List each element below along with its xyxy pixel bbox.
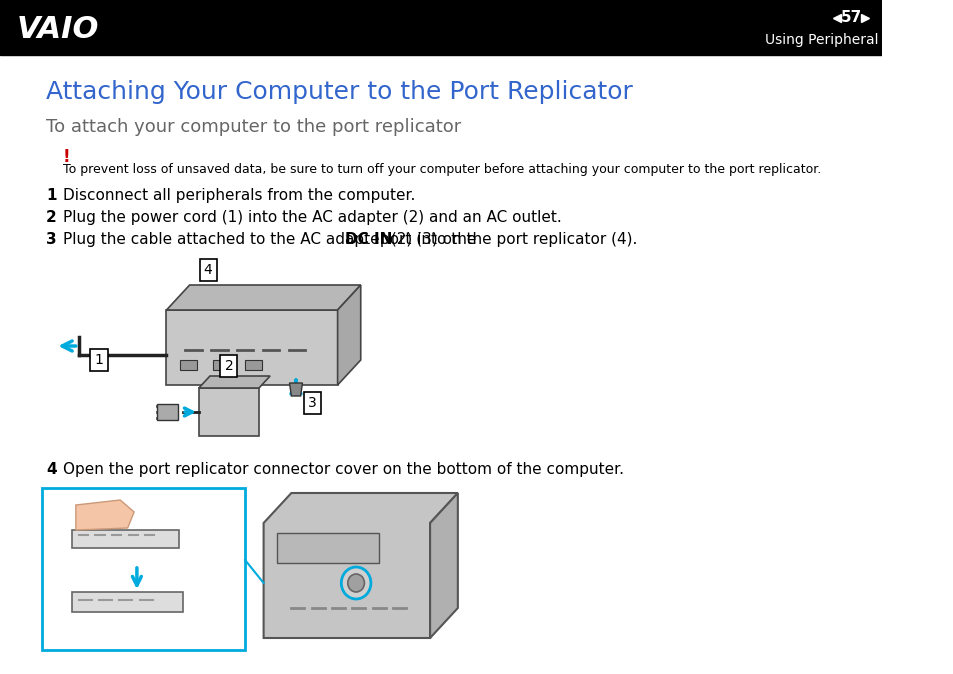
Text: Disconnect all peripherals from the computer.: Disconnect all peripherals from the comp…: [63, 188, 415, 203]
Circle shape: [348, 574, 364, 592]
Polygon shape: [76, 500, 134, 530]
Bar: [0, 0, 882, 55]
Text: 3: 3: [308, 396, 316, 410]
Polygon shape: [263, 493, 457, 638]
Text: 1: 1: [94, 353, 103, 367]
Text: !: !: [63, 148, 71, 166]
Bar: [42, 488, 245, 650]
Text: 2: 2: [46, 210, 57, 225]
Bar: [277, 533, 379, 563]
Text: 4: 4: [204, 263, 213, 277]
Bar: [198, 388, 258, 436]
Bar: [245, 360, 261, 370]
Text: Open the port replicator connector cover on the bottom of the computer.: Open the port replicator connector cover…: [63, 462, 623, 477]
Text: Attaching Your Computer to the Port Replicator: Attaching Your Computer to the Port Repl…: [46, 80, 633, 104]
Text: DC IN: DC IN: [345, 232, 393, 247]
Text: 2: 2: [224, 359, 233, 373]
Text: 3: 3: [46, 232, 57, 247]
Polygon shape: [337, 285, 360, 385]
Polygon shape: [430, 493, 457, 638]
Bar: [72, 530, 178, 548]
Bar: [213, 360, 229, 370]
Text: Plug the power cord (1) into the AC adapter (2) and an AC outlet.: Plug the power cord (1) into the AC adap…: [63, 210, 561, 225]
Text: 1: 1: [46, 188, 56, 203]
Text: 4: 4: [46, 462, 57, 477]
Polygon shape: [198, 376, 270, 388]
Circle shape: [341, 567, 371, 599]
Polygon shape: [167, 310, 337, 385]
Polygon shape: [167, 285, 360, 310]
Text: Using Peripheral Devices: Using Peripheral Devices: [764, 33, 936, 47]
Bar: [157, 404, 177, 420]
Text: Plug the cable attached to the AC adapter (2) into the: Plug the cable attached to the AC adapte…: [63, 232, 480, 247]
Text: VAIO: VAIO: [16, 16, 99, 44]
Text: port (3) on the port replicator (4).: port (3) on the port replicator (4).: [375, 232, 637, 247]
Text: To attach your computer to the port replicator: To attach your computer to the port repl…: [46, 118, 461, 136]
Text: 57: 57: [840, 11, 861, 26]
Text: To prevent loss of unsaved data, be sure to turn off your computer before attach: To prevent loss of unsaved data, be sure…: [63, 163, 821, 176]
Bar: [72, 592, 183, 612]
Polygon shape: [289, 383, 302, 396]
Bar: [180, 360, 197, 370]
